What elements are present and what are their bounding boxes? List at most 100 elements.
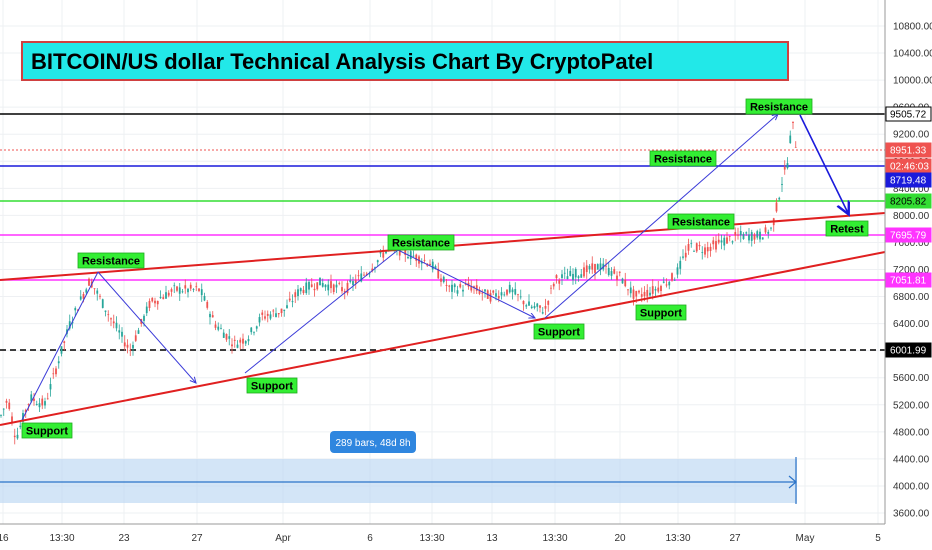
- lower-trendline: [0, 251, 886, 426]
- candle: [74, 306, 77, 317]
- candle: [693, 249, 695, 252]
- candle: [745, 231, 748, 236]
- candle: [481, 289, 484, 301]
- candle: [250, 326, 253, 335]
- candle: [737, 227, 739, 240]
- price-label-text: 8205.82: [890, 197, 927, 208]
- candle: [341, 281, 343, 294]
- candle: [506, 289, 508, 297]
- candle: [244, 340, 247, 346]
- candle: [319, 277, 321, 286]
- candle: [261, 309, 264, 321]
- candle: [297, 285, 299, 301]
- annotation-resistance: Resistance: [77, 252, 145, 269]
- candle: [305, 277, 308, 295]
- candle: [566, 268, 569, 280]
- candle: [528, 294, 530, 306]
- candle: [657, 280, 660, 294]
- annotation-text: Resistance: [750, 102, 808, 114]
- price-label: 02:46:03: [885, 158, 932, 174]
- candle: [701, 246, 704, 260]
- candle: [214, 320, 217, 331]
- candle: [324, 284, 327, 291]
- candle: [591, 256, 594, 274]
- candle: [555, 274, 558, 284]
- candle: [145, 302, 148, 317]
- candle: [52, 367, 55, 379]
- candle: [231, 338, 233, 354]
- candle: [118, 324, 121, 340]
- candle: [228, 329, 231, 346]
- candle: [126, 339, 129, 354]
- candle: [671, 272, 673, 282]
- y-tick-label: 6400.00: [893, 319, 930, 330]
- candle: [442, 275, 445, 284]
- candle: [363, 271, 365, 277]
- annotation-text: Resistance: [392, 238, 450, 250]
- y-tick-label: 5600.00: [893, 373, 930, 384]
- candle: [206, 300, 209, 310]
- candle: [327, 279, 330, 296]
- candle: [96, 288, 99, 301]
- candle: [134, 330, 137, 343]
- candle: [57, 356, 60, 369]
- candle: [374, 266, 376, 273]
- candle: [605, 258, 607, 274]
- candle: [558, 278, 561, 291]
- candle: [627, 289, 629, 296]
- candle: [225, 333, 228, 342]
- y-tick-label: 4800.00: [893, 427, 930, 438]
- y-tick-label: 4000.00: [893, 481, 930, 492]
- path-arrow-2: [97, 271, 196, 383]
- candle: [104, 310, 107, 317]
- candle: [121, 327, 123, 343]
- price-label: 8719.48: [885, 172, 932, 188]
- candle: [712, 236, 715, 250]
- candle: [255, 325, 258, 332]
- candle: [621, 277, 624, 284]
- x-tick-label: 20: [614, 533, 626, 544]
- candle: [338, 281, 341, 286]
- annotation-text: Resistance: [654, 154, 712, 166]
- y-tick-label: 4400.00: [893, 454, 930, 465]
- path-arrow-4: [397, 249, 535, 318]
- x-tick-label: 13:30: [542, 533, 567, 544]
- candle: [794, 141, 797, 148]
- annotation-text: Support: [251, 381, 293, 393]
- candle: [346, 280, 349, 296]
- candle: [258, 313, 261, 327]
- candle: [572, 268, 574, 285]
- price-label-text: 02:46:03: [890, 162, 929, 173]
- candle: [662, 277, 665, 284]
- price-label-text: 9505.72: [890, 110, 927, 121]
- candle: [299, 287, 302, 295]
- candle: [200, 283, 203, 302]
- candle: [294, 289, 297, 304]
- candles-layer: [0, 121, 797, 445]
- candle: [602, 258, 605, 272]
- candle: [167, 290, 170, 298]
- candle: [698, 241, 701, 251]
- candle: [646, 284, 649, 303]
- price-labels: 9505.72 8951.33 02:46:03 8719.48 8205.82 7695…: [885, 106, 932, 358]
- candle: [60, 346, 63, 357]
- candle: [767, 229, 770, 239]
- candle: [596, 263, 599, 270]
- annotation-text: Support: [538, 327, 580, 339]
- range-note: 289 bars, 48d 8h: [330, 431, 416, 453]
- price-label-text: 8951.33: [890, 146, 927, 157]
- candle: [536, 302, 539, 312]
- candle: [189, 282, 192, 292]
- candle: [585, 260, 588, 279]
- candle: [792, 121, 794, 130]
- candle: [607, 262, 610, 277]
- annotation-support: Support: [21, 422, 73, 439]
- candle: [198, 287, 200, 293]
- candle: [616, 271, 618, 287]
- annotation-text: Support: [26, 426, 68, 438]
- candle: [706, 241, 709, 259]
- candle: [448, 284, 451, 293]
- candle: [275, 307, 277, 318]
- candle: [148, 298, 151, 312]
- candle: [195, 282, 198, 292]
